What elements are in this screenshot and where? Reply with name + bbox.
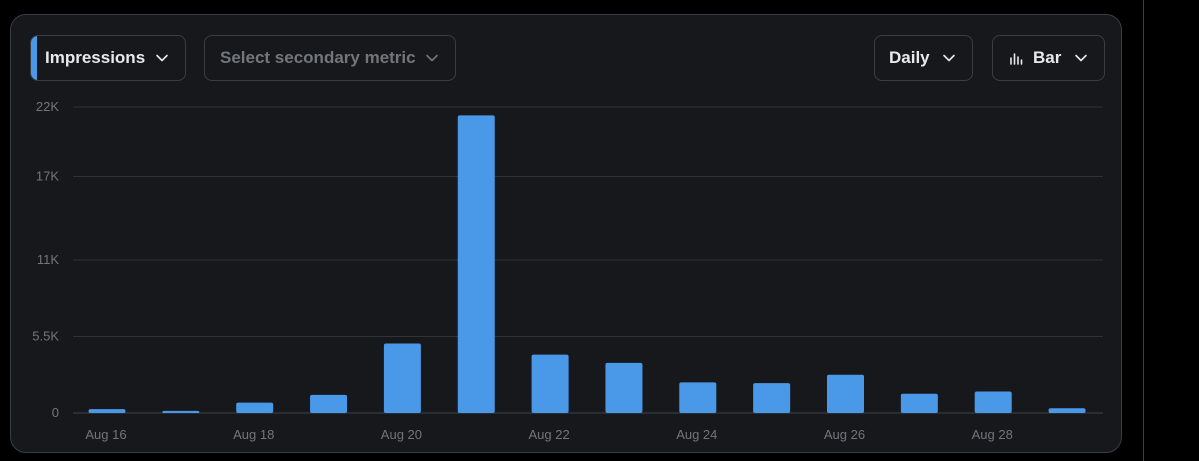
bar — [605, 362, 643, 413]
bar — [162, 410, 200, 413]
bar — [310, 394, 348, 413]
primary-metric-accent — [31, 36, 37, 80]
y-tick-label: 11K — [37, 252, 59, 267]
bar — [1048, 408, 1086, 413]
impressions-bar-chart: 0 5.5K 11K 17K 22K Aug 16 Aug 18 Aug 20 Aug 22 Au… — [32, 99, 1103, 442]
bar — [974, 391, 1012, 413]
secondary-metric-dropdown[interactable]: Select secondary metric — [204, 35, 456, 81]
primary-metric-dropdown[interactable]: Impressions — [30, 35, 186, 81]
bar — [679, 382, 717, 413]
bar — [457, 115, 495, 413]
chevron-down-icon — [156, 54, 168, 62]
primary-metric-label: Impressions — [45, 48, 146, 67]
secondary-metric-placeholder: Select secondary metric — [220, 48, 416, 67]
bar — [88, 409, 126, 413]
bar — [531, 354, 569, 413]
x-tick-label: Aug 26 — [824, 427, 865, 442]
chevron-down-icon — [1075, 54, 1087, 62]
y-tick-label: 0 — [52, 405, 59, 420]
chevron-down-icon — [943, 54, 955, 62]
interval-dropdown[interactable]: Daily — [874, 35, 973, 81]
y-tick-label: 22K — [36, 99, 59, 114]
chevron-down-icon — [426, 54, 438, 62]
chart-type-dropdown[interactable]: Bar — [992, 35, 1105, 81]
bar — [236, 402, 274, 413]
x-tick-label: Aug 16 — [85, 427, 126, 442]
bar — [900, 393, 938, 413]
chart-type-label: Bar — [1033, 48, 1062, 67]
x-tick-label: Aug 20 — [381, 427, 422, 442]
page-divider — [1143, 0, 1144, 461]
x-tick-label: Aug 22 — [528, 427, 569, 442]
y-tick-label: 5.5K — [32, 329, 59, 344]
analytics-card: Impressions Select secondary metric Dail… — [10, 14, 1122, 453]
bar-chart-icon — [1010, 53, 1023, 65]
interval-label: Daily — [889, 48, 930, 67]
x-tick-label: Aug 18 — [233, 427, 274, 442]
x-tick-label: Aug 24 — [676, 427, 717, 442]
y-tick-label: 17K — [36, 169, 59, 184]
bar — [827, 374, 864, 413]
bar — [753, 383, 791, 413]
bar — [383, 343, 421, 413]
x-tick-label: Aug 28 — [972, 427, 1013, 442]
